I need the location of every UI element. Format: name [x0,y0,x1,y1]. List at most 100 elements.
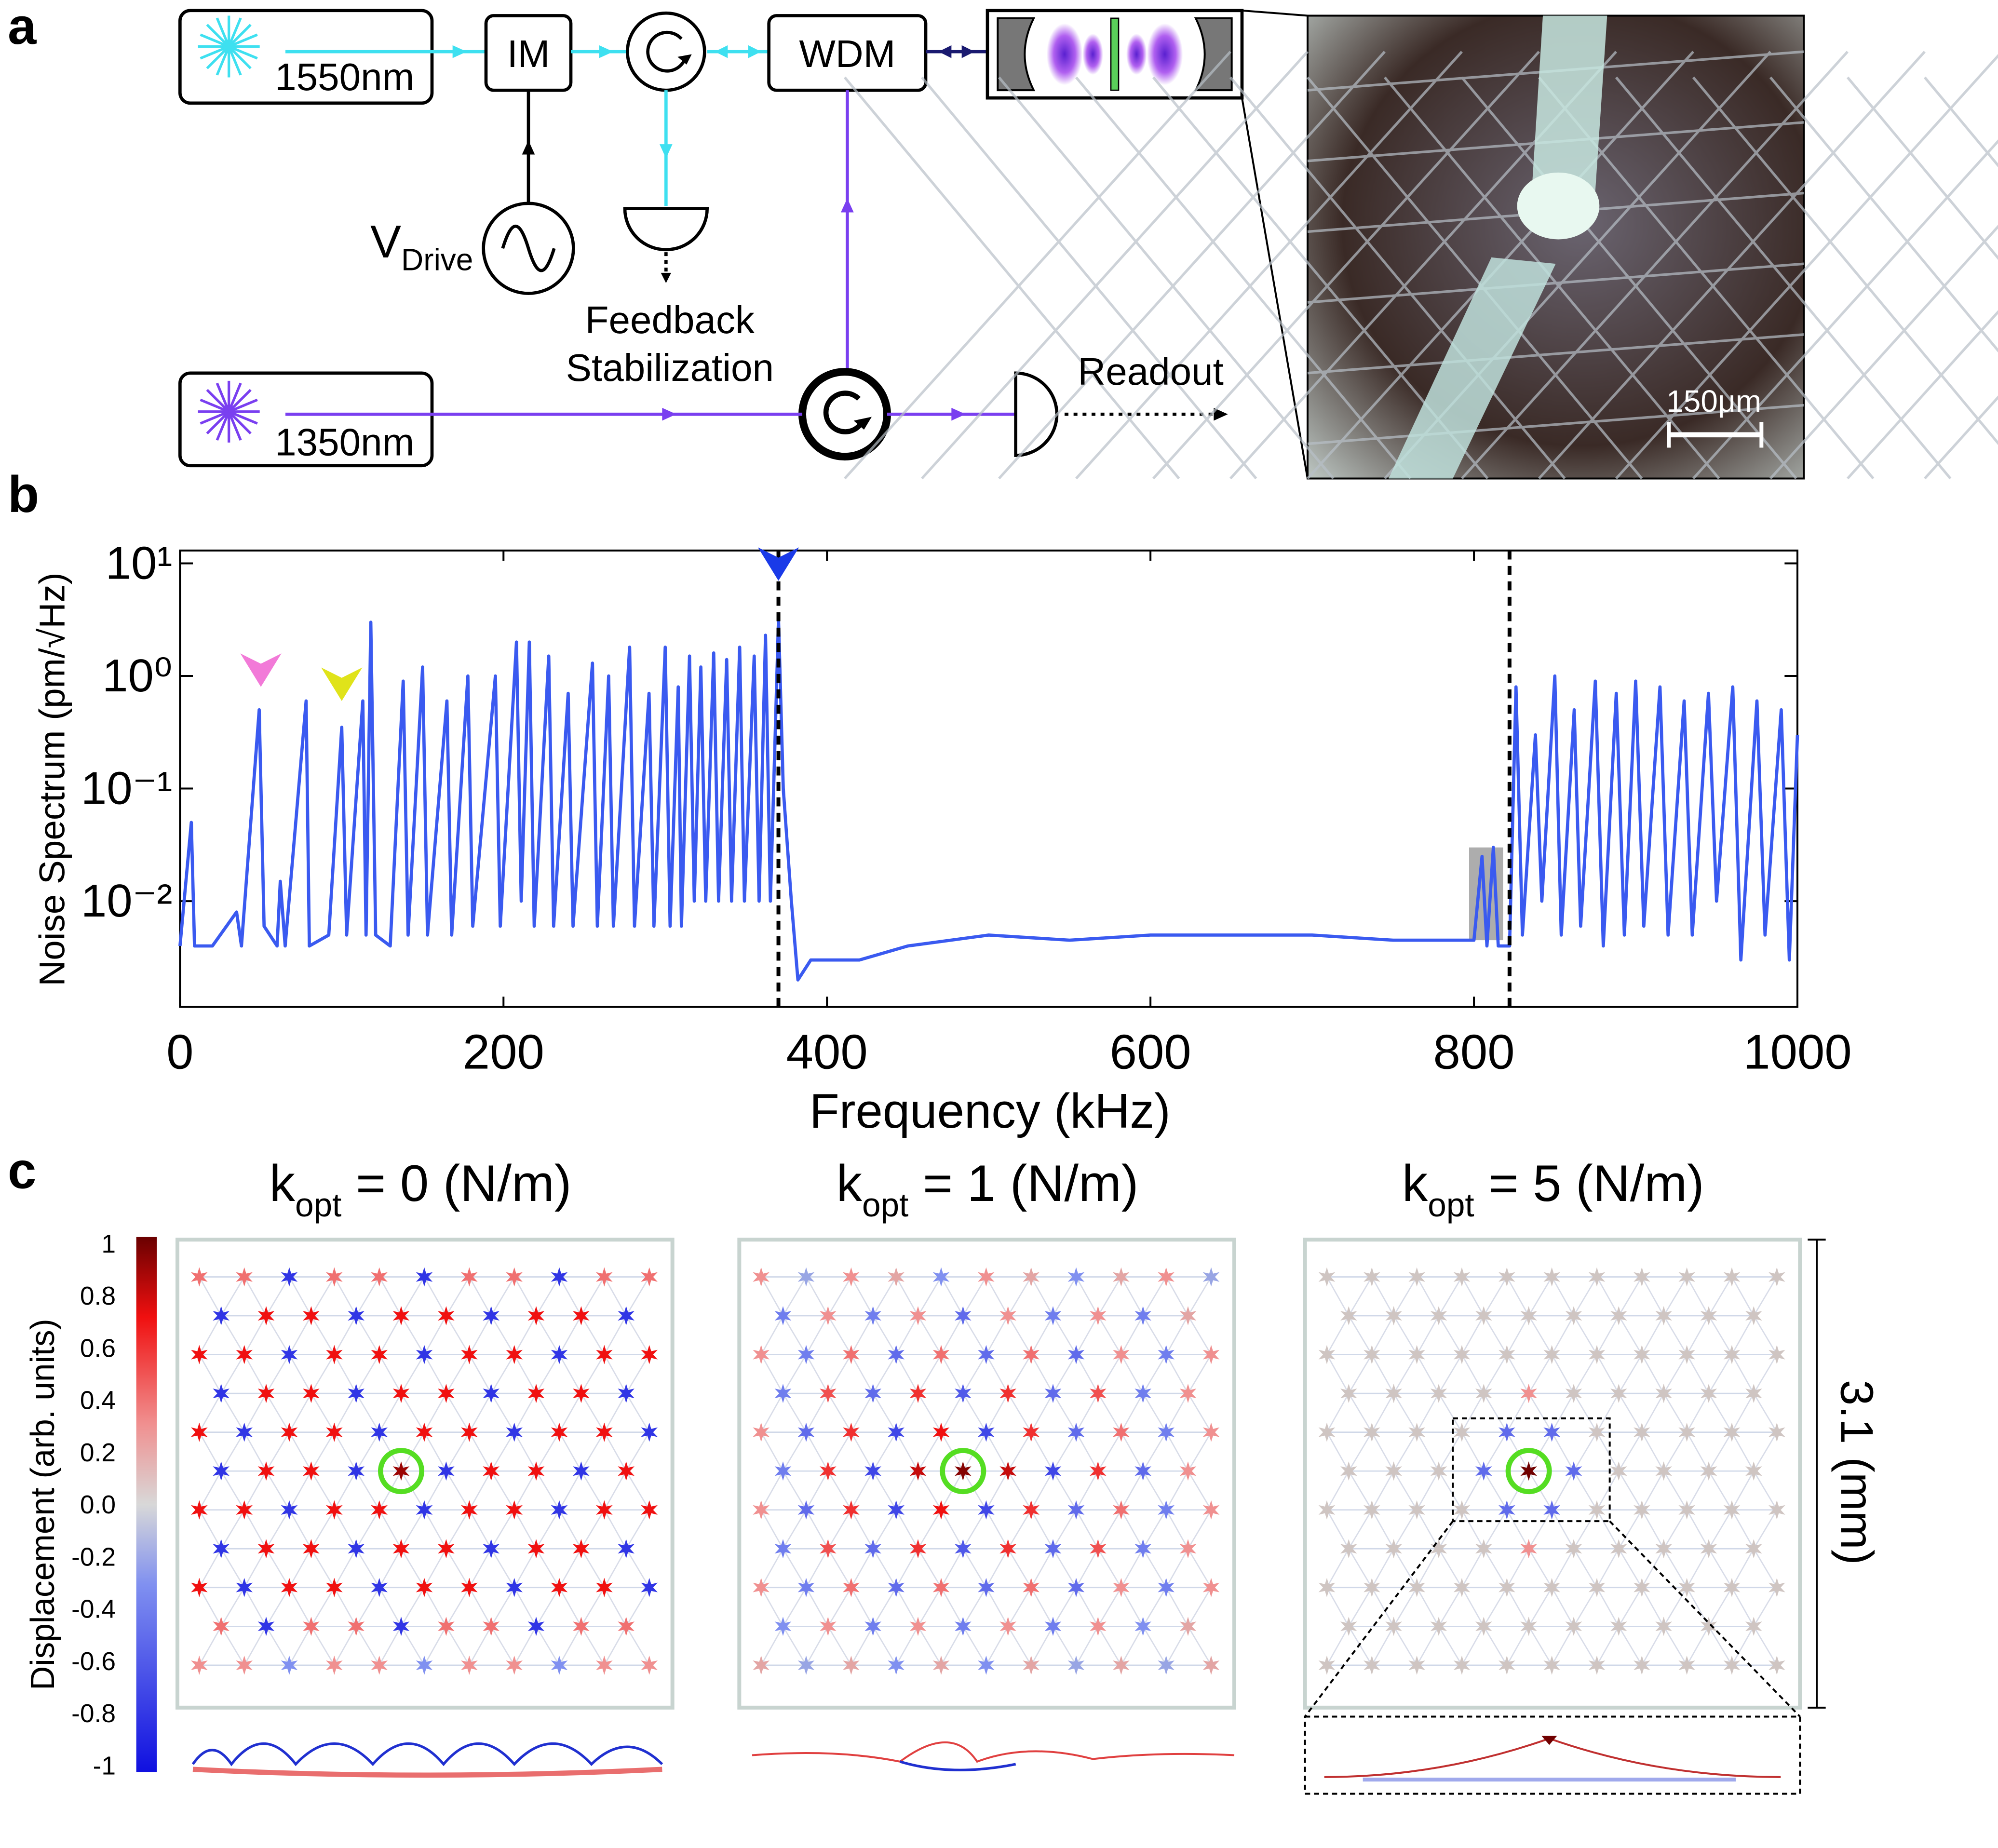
lattice-line [513,1548,537,1588]
lattice-line [1506,1354,1529,1394]
lattice-line [469,1393,492,1433]
profile [192,1767,662,1778]
lattice-node [999,1384,1016,1403]
lattice-node [888,1655,904,1675]
lattice-node [326,1655,343,1675]
lattice-line [872,1431,897,1471]
lattice-node [1385,1306,1402,1326]
lattice-line [1731,1587,1755,1627]
lattice-line [199,1431,222,1471]
photo-line [1615,76,1952,480]
drive-main: V [370,216,401,268]
lattice-line [310,1587,335,1627]
lattice-line [827,1470,852,1511]
lattice-line [199,1510,222,1549]
lattice-line [334,1548,357,1588]
plot-frame [179,549,1798,1008]
lattice-line [1142,1587,1167,1627]
map-title: kopt = 5 (N/m) [1402,1154,1704,1224]
lattice-line [1753,1470,1778,1511]
lattice-node [257,1461,275,1481]
lattice-node [1044,1539,1062,1559]
lattice-node [909,1461,927,1481]
lattice-node [641,1578,658,1597]
lattice-line [446,1276,470,1316]
lattice-line [243,1510,267,1549]
lattice-node [1179,1617,1197,1636]
lattice-line [1075,1470,1099,1511]
lattice-line [1573,1587,1598,1627]
lattice-line [513,1587,537,1627]
lattice-line [1641,1276,1664,1316]
lattice-node [371,1655,388,1675]
mode [1147,23,1183,85]
lattice-node [392,1306,410,1326]
lattice-line [1753,1393,1778,1433]
lattice-line [782,1626,807,1666]
lattice-line [1120,1470,1144,1511]
lattice-line [1142,1354,1167,1394]
lattice-node [1364,1422,1380,1442]
lattice-node [1543,1345,1560,1364]
lattice-node [1768,1655,1785,1675]
mode [1082,33,1103,75]
lattice-node [438,1306,455,1326]
lattice-line [1461,1548,1485,1588]
lattice-line [1393,1587,1418,1627]
lattice-node [1565,1461,1582,1481]
lattice-line [558,1510,582,1549]
lattice-line [850,1354,874,1394]
lattice-node [191,1578,208,1597]
lattice-line [1528,1587,1552,1627]
lattice-node [1700,1617,1717,1636]
lattice-line [805,1470,829,1511]
lattice-node [1340,1306,1357,1326]
lattice-line [199,1548,222,1588]
lattice-line [1731,1431,1755,1471]
lattice-line [1187,1548,1212,1588]
panel-label: b [8,465,39,523]
star-ray [206,410,230,434]
star-ray [216,382,230,412]
lattice-line [1461,1470,1485,1511]
lattice-line [1097,1315,1122,1355]
lattice-node [1678,1578,1695,1597]
lattice-line [310,1393,335,1433]
lattice-line [917,1354,942,1394]
lattice-line [917,1470,942,1511]
lattice-line [1753,1354,1778,1394]
lattice-line [355,1626,380,1666]
lattice-line [872,1587,897,1627]
lattice-line [895,1470,919,1511]
photo-line [998,51,1386,480]
map-decor [191,1239,1826,1795]
lattice-node [1543,1267,1560,1287]
lattice-line [940,1315,964,1355]
lattice-node [213,1539,230,1559]
lattice-line [513,1276,537,1316]
lattice-node [843,1267,860,1287]
lattice-line [1348,1548,1373,1588]
lattice-line [1007,1510,1032,1549]
lattice-node [797,1422,815,1442]
x-tick-label: 600 [1110,1025,1191,1079]
lattice-node [1340,1461,1357,1481]
lattice-node [1520,1384,1537,1403]
lattice-node [774,1306,792,1326]
lattice-node [820,1461,837,1481]
lattice-node [1318,1578,1336,1597]
star-ray [228,398,258,413]
lattice-line [1461,1626,1485,1666]
lattice-line [1686,1548,1710,1588]
lattice-node [461,1267,478,1287]
lattice-line [1483,1470,1508,1511]
photo-line [920,76,1257,480]
lattice-node [416,1655,433,1675]
lattice-node [1430,1461,1447,1481]
lattice-line [1663,1626,1688,1666]
lattice-node [1498,1267,1515,1287]
lattice-line [1052,1626,1077,1666]
lattice-line [625,1431,650,1471]
lattice-line [1641,1626,1664,1666]
lattice-line [917,1587,942,1627]
